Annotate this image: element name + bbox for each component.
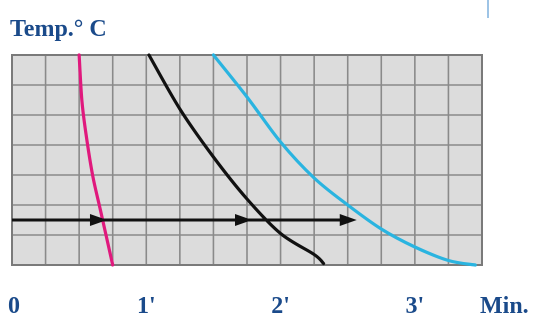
series-line-2: [147, 53, 326, 266]
reference-line-group: [12, 214, 357, 226]
series-group: [77, 53, 477, 267]
x-tick-labels: 0 1' 2' 3': [8, 0, 489, 319]
plot-border: [11, 54, 483, 266]
grid: [11, 54, 483, 266]
y-axis-label: Temp.° C: [10, 16, 107, 42]
labels-group: Temp.° C Min.: [10, 16, 529, 319]
arrow-head: [89, 214, 107, 226]
arrow-head: [235, 214, 252, 226]
x-tick-label: 1': [137, 293, 156, 319]
x-tick-label: 2': [271, 293, 290, 319]
x-tick-label: 3': [406, 293, 425, 319]
x-tick-label: 0: [8, 293, 20, 319]
series-line-1: [77, 53, 115, 267]
arrow-head: [339, 214, 357, 226]
x-axis-label: Min.: [480, 293, 529, 319]
series-line-3: [211, 53, 477, 267]
